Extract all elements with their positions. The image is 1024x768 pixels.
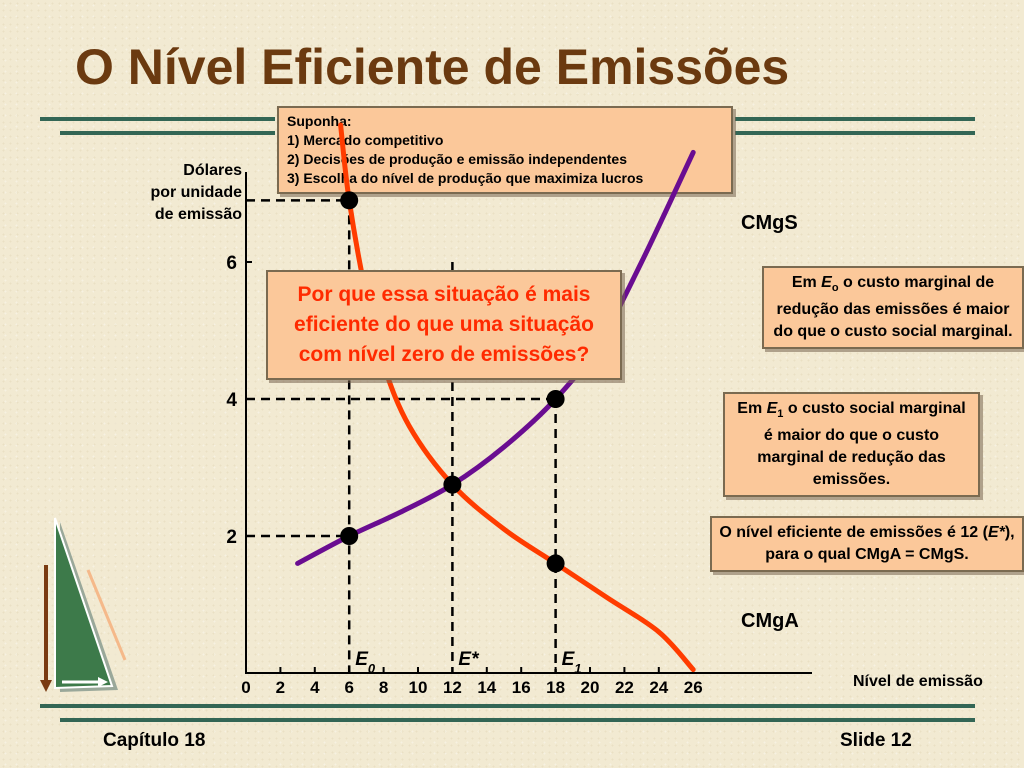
title-divider-top [40,117,275,121]
slide-title: O Nível Eficiente de Emissões [75,39,790,95]
y-tick-label: 4 [226,390,237,411]
assumption-item: 3) Escolha do nível de produção que maxi… [287,170,644,186]
assumptions-heading: Suponha: [287,113,352,129]
question-box: Por que essa situação é mais eficiente d… [266,270,622,380]
note-text: O nível eficiente de emissões é 12 ( [719,524,988,541]
note-text: o custo marginal de redução das emissões… [773,274,1013,341]
chart-points [340,191,565,573]
point-label-estar: E* [458,649,480,670]
note-symbol: E [821,274,832,291]
footer-divider-top [40,704,975,708]
x-tick-label: 26 [684,678,703,697]
triangle-arrow-right-head [98,677,108,687]
y-axis-label-line: de emissão [154,206,242,223]
x-tick-label: 2 [276,678,285,697]
y-axis-label-line: Dólares [183,162,242,179]
x-tick-label: 18 [546,678,565,697]
note-text: o custo social marginal é maior do que o… [757,400,966,489]
x-tick-label: 12 [443,678,462,697]
assumption-item: 1) Mercado competitivo [287,132,444,148]
x-tick-label: 22 [615,678,634,697]
series-line-cmga [338,122,696,673]
note-text: Em [791,274,822,291]
point-label-subscript: 0 [368,661,376,676]
y-axis-label: Dólares por unidade de emissão [112,160,242,226]
series-label-cmga: CMgA [741,610,799,632]
title-divider-top-right [735,117,975,121]
note-symbol: E* [987,524,1005,541]
note-e0: Em Eo o custo marginal de redução das em… [762,266,1024,350]
point-marker-e1 [546,390,565,408]
point-label-e: E1 [562,649,582,676]
x-tick-label: 16 [512,678,531,697]
triangle-body [54,517,114,690]
series-line-cmgs [295,149,696,566]
y-tick-label: 6 [226,253,237,274]
x-tick-label: 20 [581,678,600,697]
decorative-triangle [40,517,127,692]
assumptions-box: Suponha: 1) Mercado competitivo 2) Decis… [277,106,733,194]
y-tick-label: 2 [226,527,237,548]
x-tick-label: 14 [477,678,496,697]
note-subscript: 1 [777,408,784,421]
note-symbol: E [766,400,778,417]
x-tick-label: 10 [409,678,428,697]
x-tick-label: 0 [241,678,250,697]
title-divider-bottom [60,131,275,135]
series-label-cmgs: CMgS [741,212,798,234]
title-divider-bottom-right [735,131,975,135]
x-tick-label: 8 [379,678,388,697]
axes [245,172,812,674]
x-tick-label: 24 [649,678,668,697]
x-tick-label: 4 [310,678,320,697]
point-marker-e1 [546,554,565,573]
triangle-arrow-down-head [40,680,52,692]
point-label-subscript: 1 [574,661,581,676]
triangle-arrow-diagonal [86,569,127,661]
note-e1: Em E1 o custo social marginal é maior do… [723,392,980,498]
point-marker-e0 [340,191,359,210]
note-text: ), para o qual CMgA = CMgS. [765,524,1015,563]
y-axis-label-line: por unidade [150,184,242,201]
note-subscript: o [831,282,839,295]
note-text: Em [737,400,767,417]
footer-divider-bottom [60,718,975,722]
chart-series [295,122,696,673]
assumption-item: 2) Decisões de produção e emissão indepe… [287,151,627,167]
point-marker-estar [443,475,462,494]
footer-chapter: Capítulo 18 [103,730,206,751]
x-tick-label: 6 [344,678,353,697]
point-label-e: E0 [355,649,376,676]
x-axis-label: Nível de emissão [853,673,983,690]
point-marker-e0 [340,527,359,545]
note-efficient: O nível eficiente de emissões é 12 (E*),… [710,516,1024,572]
footer-slide-number: Slide 12 [840,730,912,751]
